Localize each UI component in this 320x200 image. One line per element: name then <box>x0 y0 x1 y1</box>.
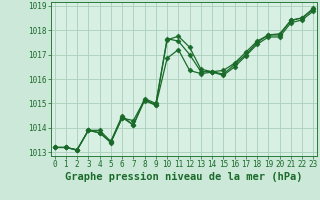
X-axis label: Graphe pression niveau de la mer (hPa): Graphe pression niveau de la mer (hPa) <box>65 172 303 182</box>
